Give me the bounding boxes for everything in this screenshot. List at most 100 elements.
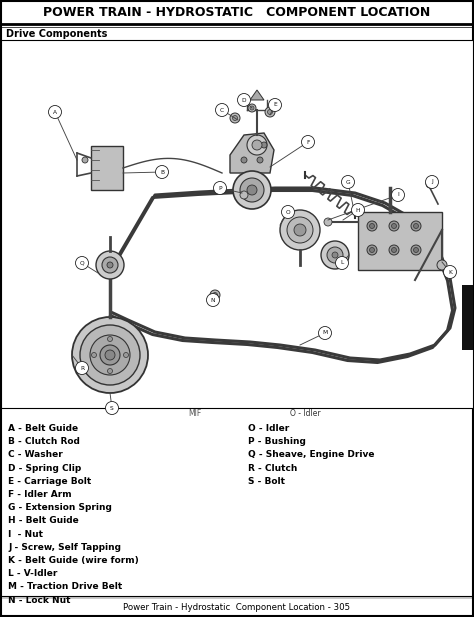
Text: O - Idler: O - Idler <box>290 410 320 418</box>
Circle shape <box>321 241 349 269</box>
Circle shape <box>240 191 248 199</box>
Circle shape <box>247 135 267 155</box>
Circle shape <box>413 223 419 228</box>
Circle shape <box>336 257 348 270</box>
Text: O: O <box>286 210 290 215</box>
Text: S: S <box>110 405 114 410</box>
Text: K - Belt Guide (wire form): K - Belt Guide (wire form) <box>8 556 139 565</box>
Circle shape <box>212 292 218 297</box>
Circle shape <box>248 104 256 112</box>
Circle shape <box>332 252 338 258</box>
Text: J: J <box>431 180 433 184</box>
Circle shape <box>207 294 219 307</box>
Text: L: L <box>340 260 344 265</box>
Circle shape <box>267 109 273 115</box>
Circle shape <box>257 157 263 163</box>
Text: Q: Q <box>80 260 84 265</box>
Circle shape <box>327 247 343 263</box>
Circle shape <box>367 245 377 255</box>
Circle shape <box>96 251 124 279</box>
Circle shape <box>282 205 294 218</box>
Circle shape <box>247 185 257 195</box>
Text: A: A <box>53 109 57 115</box>
Circle shape <box>252 140 262 150</box>
Circle shape <box>82 157 88 163</box>
Circle shape <box>261 142 267 148</box>
Circle shape <box>155 165 168 178</box>
Circle shape <box>210 290 220 300</box>
Circle shape <box>250 106 254 110</box>
Text: I: I <box>397 193 399 197</box>
Bar <box>462 285 473 350</box>
Circle shape <box>392 247 396 252</box>
Circle shape <box>370 223 374 228</box>
Circle shape <box>280 210 320 250</box>
Text: M - Traction Drive Belt: M - Traction Drive Belt <box>8 582 122 592</box>
Circle shape <box>392 223 396 228</box>
Text: D: D <box>242 97 246 102</box>
Circle shape <box>216 104 228 117</box>
Circle shape <box>413 247 419 252</box>
Circle shape <box>90 335 130 375</box>
Text: Q - Sheave, Engine Drive: Q - Sheave, Engine Drive <box>248 450 374 460</box>
Circle shape <box>392 189 404 202</box>
Circle shape <box>341 175 355 189</box>
Circle shape <box>107 262 113 268</box>
Bar <box>358 212 442 270</box>
Circle shape <box>268 99 282 112</box>
Circle shape <box>213 181 227 194</box>
Text: C - Washer: C - Washer <box>8 450 63 460</box>
Circle shape <box>287 217 313 243</box>
Circle shape <box>102 257 118 273</box>
Circle shape <box>48 106 62 118</box>
Bar <box>1 40 473 408</box>
Text: MIF: MIF <box>188 410 201 418</box>
Text: S - Bolt: S - Bolt <box>248 477 285 486</box>
Polygon shape <box>250 90 264 100</box>
Text: R - Clutch: R - Clutch <box>248 463 297 473</box>
Text: C: C <box>220 107 224 112</box>
Circle shape <box>437 260 447 270</box>
Circle shape <box>230 113 240 123</box>
Text: J - Screw, Self Tapping: J - Screw, Self Tapping <box>8 543 121 552</box>
Circle shape <box>237 94 250 107</box>
Circle shape <box>72 317 148 393</box>
Text: G: G <box>346 180 350 184</box>
Circle shape <box>265 107 275 117</box>
Bar <box>91 146 123 190</box>
Text: E - Carriage Bolt: E - Carriage Bolt <box>8 477 91 486</box>
Circle shape <box>411 245 421 255</box>
Circle shape <box>324 218 332 226</box>
Text: B: B <box>160 170 164 175</box>
Circle shape <box>389 245 399 255</box>
Circle shape <box>108 336 112 341</box>
Circle shape <box>100 345 120 365</box>
Text: POWER TRAIN - HYDROSTATIC   COMPONENT LOCATION: POWER TRAIN - HYDROSTATIC COMPONENT LOCA… <box>44 7 430 20</box>
Circle shape <box>444 265 456 278</box>
Text: P: P <box>218 186 222 191</box>
Circle shape <box>426 180 434 188</box>
Circle shape <box>75 362 89 375</box>
Circle shape <box>426 175 438 189</box>
Text: F: F <box>306 139 310 144</box>
Circle shape <box>80 325 140 385</box>
Text: M: M <box>322 331 328 336</box>
Text: O - Idler: O - Idler <box>248 424 289 433</box>
Polygon shape <box>230 133 274 173</box>
Circle shape <box>389 221 399 231</box>
Text: Power Train - Hydrostatic  Component Location - 305: Power Train - Hydrostatic Component Loca… <box>123 602 351 611</box>
Text: Drive Components: Drive Components <box>6 29 108 39</box>
Text: N: N <box>211 297 215 302</box>
Text: D - Spring Clip: D - Spring Clip <box>8 463 81 473</box>
Text: E: E <box>273 102 277 107</box>
Circle shape <box>294 224 306 236</box>
Circle shape <box>367 221 377 231</box>
Text: R: R <box>80 365 84 370</box>
Text: G - Extension Spring: G - Extension Spring <box>8 503 112 512</box>
Circle shape <box>106 402 118 415</box>
Circle shape <box>411 221 421 231</box>
Circle shape <box>124 352 128 357</box>
Text: A - Belt Guide: A - Belt Guide <box>8 424 78 433</box>
Text: P - Bushing: P - Bushing <box>248 437 306 446</box>
Circle shape <box>370 247 374 252</box>
